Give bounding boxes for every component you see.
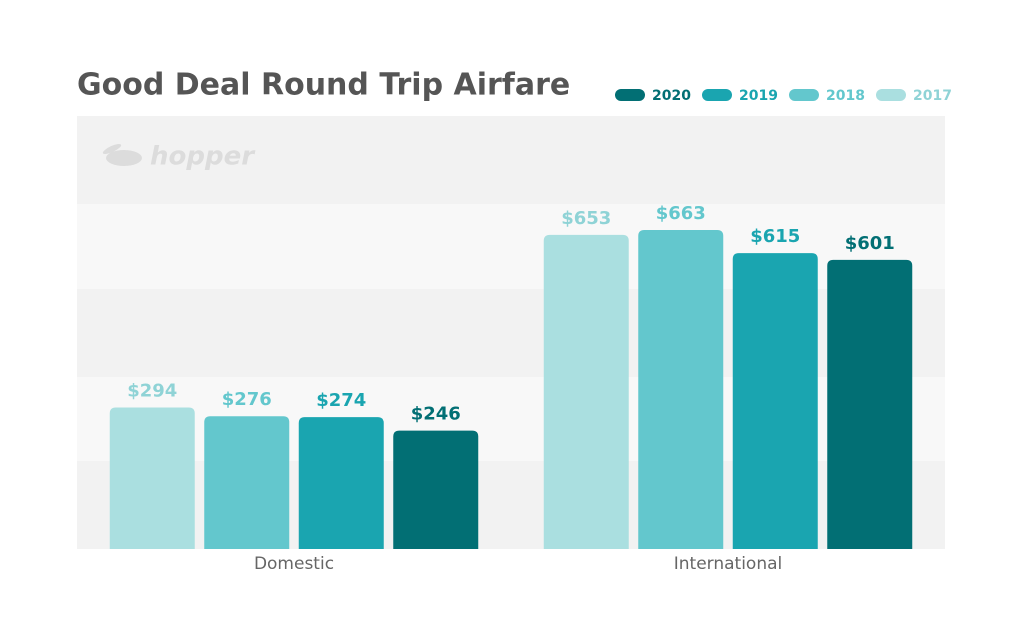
chart-title: Good Deal Round Trip Airfare [77, 68, 570, 103]
x-tick-label: Domestic [254, 554, 334, 574]
band [77, 116, 945, 204]
value-label: $653 [561, 208, 611, 229]
legend-label: 2018 [826, 88, 865, 104]
bar [298, 417, 384, 549]
bar [827, 259, 913, 549]
value-label: $615 [750, 226, 800, 247]
value-label: $601 [845, 233, 895, 254]
bar [638, 230, 724, 550]
logo-ear [102, 143, 122, 155]
value-label: $663 [656, 203, 706, 224]
value-label: $246 [411, 404, 461, 425]
x-tick-label: International [674, 554, 783, 574]
legend-label: 2019 [739, 88, 778, 104]
bar [393, 430, 479, 549]
bar [543, 234, 629, 549]
bar [109, 407, 195, 549]
legend-label: 2017 [913, 88, 952, 104]
value-label: $276 [222, 389, 272, 410]
legend-swatch [615, 89, 645, 101]
legend-label: 2020 [652, 88, 691, 104]
bar [732, 253, 818, 549]
logo: hopper [102, 142, 256, 172]
value-label: $294 [127, 381, 177, 402]
legend-swatch [876, 89, 906, 101]
bar [204, 416, 290, 549]
legend-swatch [702, 89, 732, 101]
logo-rabbit [106, 150, 142, 166]
value-label: $274 [316, 390, 366, 411]
legend-swatch [789, 89, 819, 101]
watermark: hopper [150, 142, 256, 172]
